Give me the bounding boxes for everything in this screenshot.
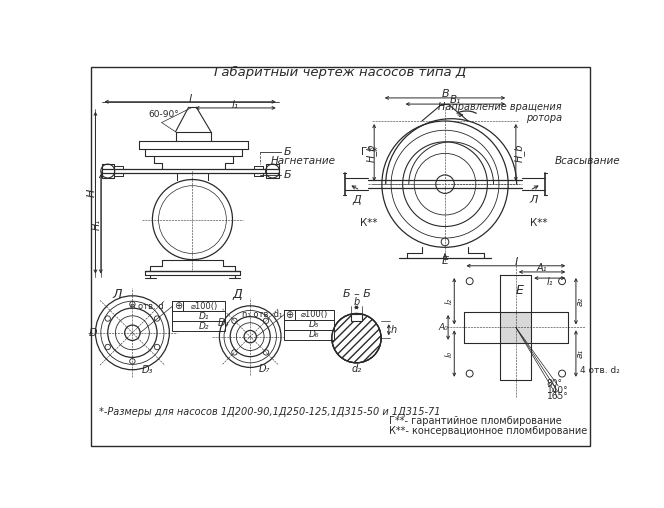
Text: D₆: D₆: [309, 330, 319, 339]
Text: ⌀100(): ⌀100(): [191, 302, 218, 311]
Bar: [173, 301, 183, 311]
Bar: [501, 312, 531, 343]
Text: h: h: [390, 325, 396, 335]
Bar: [351, 313, 362, 321]
Text: 80°: 80°: [546, 379, 562, 388]
Text: E: E: [516, 284, 524, 297]
Text: H: H: [86, 188, 96, 197]
Text: Б – Б: Б – Б: [343, 289, 371, 299]
Text: 60-90°: 60-90°: [149, 110, 179, 119]
Text: Д: Д: [232, 288, 242, 301]
Text: A₁: A₁: [537, 263, 547, 273]
Text: Направление вращения
ротора: Направление вращения ротора: [438, 102, 562, 123]
Text: l₂: l₂: [445, 298, 454, 304]
Text: b: b: [353, 297, 360, 307]
Bar: [284, 330, 334, 340]
Text: l₁: l₁: [546, 277, 553, 287]
Text: 4 отв. d₂: 4 отв. d₂: [580, 366, 620, 375]
Text: Д: Д: [352, 195, 361, 205]
Text: ⊕: ⊕: [286, 310, 293, 320]
Text: l: l: [515, 257, 517, 267]
Text: D₃: D₃: [142, 365, 153, 375]
Text: Б: Б: [284, 170, 291, 180]
Bar: [102, 164, 114, 178]
Bar: [266, 164, 279, 178]
Text: l₁: l₁: [232, 100, 239, 110]
Ellipse shape: [332, 313, 381, 363]
Bar: [173, 321, 225, 331]
Bar: [284, 310, 334, 320]
Text: Г**- гарантийное пломбирование: Г**- гарантийное пломбирование: [389, 417, 562, 426]
Bar: [173, 311, 225, 321]
Text: К**: К**: [361, 217, 378, 228]
Text: n отв. d: n отв. d: [129, 302, 163, 311]
Text: D: D: [89, 328, 98, 338]
Text: К**: К**: [530, 217, 547, 228]
Text: Б: Б: [284, 147, 291, 157]
Text: Нагнетание: Нагнетание: [271, 156, 336, 166]
Text: D₇: D₇: [258, 364, 270, 374]
Text: Габаритный чертеж насосов типа Д: Габаритный чертеж насосов типа Д: [214, 66, 466, 79]
Text: Л: Л: [112, 288, 122, 301]
Text: 140°: 140°: [546, 386, 568, 395]
Text: 165°: 165°: [546, 392, 568, 401]
Text: n₁ отв. d₁: n₁ отв. d₁: [242, 310, 283, 319]
Text: Л: Л: [529, 195, 538, 205]
Text: Всасывание: Всасывание: [554, 156, 620, 166]
Text: ⊕: ⊕: [174, 301, 182, 311]
Text: A₀: A₀: [439, 323, 448, 332]
Bar: [173, 301, 225, 311]
Text: К**- консервационное пломбирование: К**- консервационное пломбирование: [389, 426, 587, 435]
Text: H_b: H_b: [366, 143, 376, 162]
Text: D₂: D₂: [199, 322, 209, 331]
Text: E: E: [442, 256, 448, 266]
Bar: [284, 320, 334, 330]
Text: ⌀100(): ⌀100(): [301, 310, 328, 319]
Text: H₁: H₁: [92, 218, 102, 230]
Text: *-Размеры для насосов 1Д200-90,1Д250-125,1Д315-50 и 1Д315-71: *-Размеры для насосов 1Д200-90,1Д250-125…: [98, 407, 440, 417]
Bar: [284, 310, 295, 320]
Text: a₂: a₂: [576, 297, 585, 306]
Text: Г**: Г**: [361, 147, 377, 157]
Text: l₀: l₀: [445, 351, 454, 357]
Text: D₁: D₁: [199, 312, 209, 321]
Text: D₄: D₄: [218, 318, 229, 328]
Text: B₁: B₁: [450, 95, 461, 105]
Text: D₅: D₅: [309, 320, 319, 329]
Text: B: B: [441, 89, 449, 99]
Text: l: l: [189, 93, 192, 104]
Text: d₂: d₂: [351, 364, 361, 374]
Text: a₁: a₁: [576, 349, 585, 358]
Text: H_b: H_b: [513, 143, 525, 162]
